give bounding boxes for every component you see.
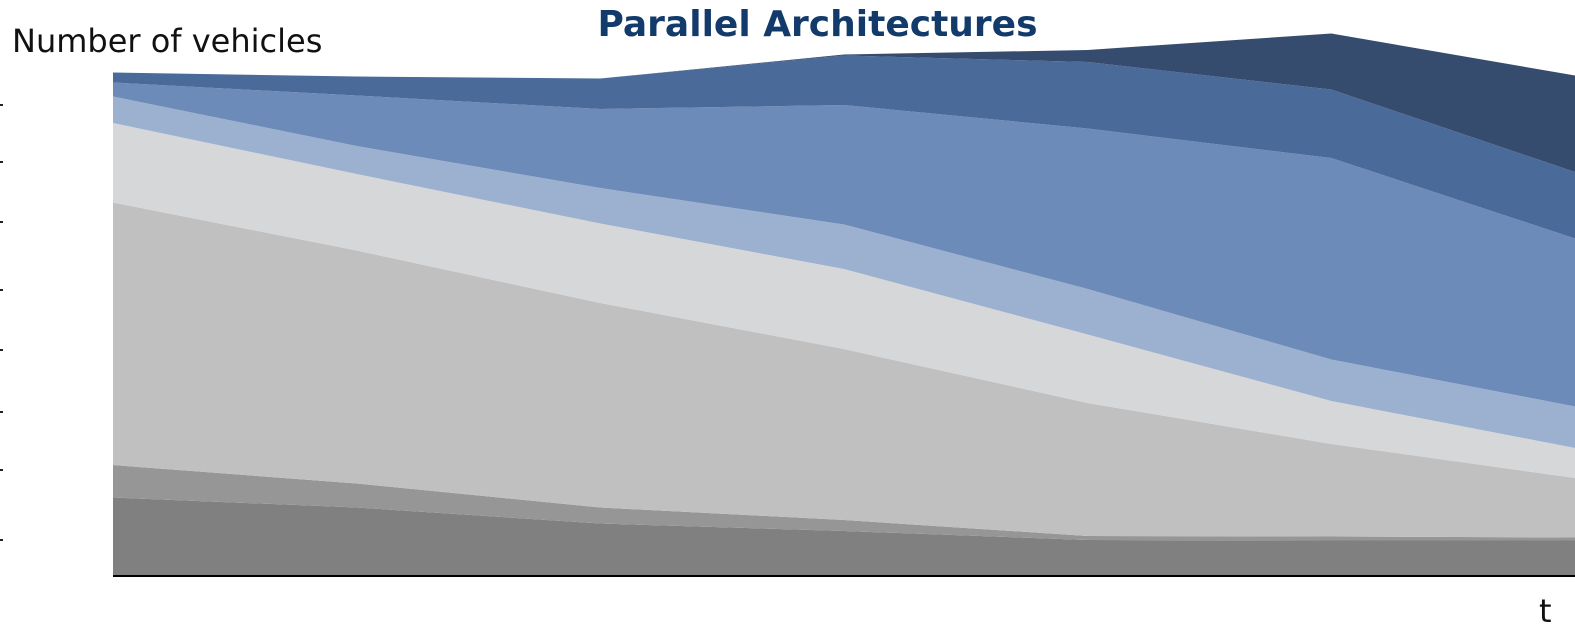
chart-title: Parallel Architectures xyxy=(597,4,1038,45)
area-series-6 xyxy=(113,82,1575,407)
area-series-4 xyxy=(113,123,1575,478)
area-series-3 xyxy=(113,202,1575,538)
stacked-areas xyxy=(113,33,1575,576)
y-axis-tick-stubs xyxy=(0,104,3,541)
area-series-2 xyxy=(113,465,1575,541)
area-series-1 xyxy=(113,497,1575,576)
y-axis-label: Number of vehicles xyxy=(12,22,323,60)
area-series-5 xyxy=(113,96,1575,448)
area-series-8 xyxy=(113,33,1575,172)
area-series-7 xyxy=(113,55,1575,239)
x-axis-label: t xyxy=(1539,592,1552,630)
